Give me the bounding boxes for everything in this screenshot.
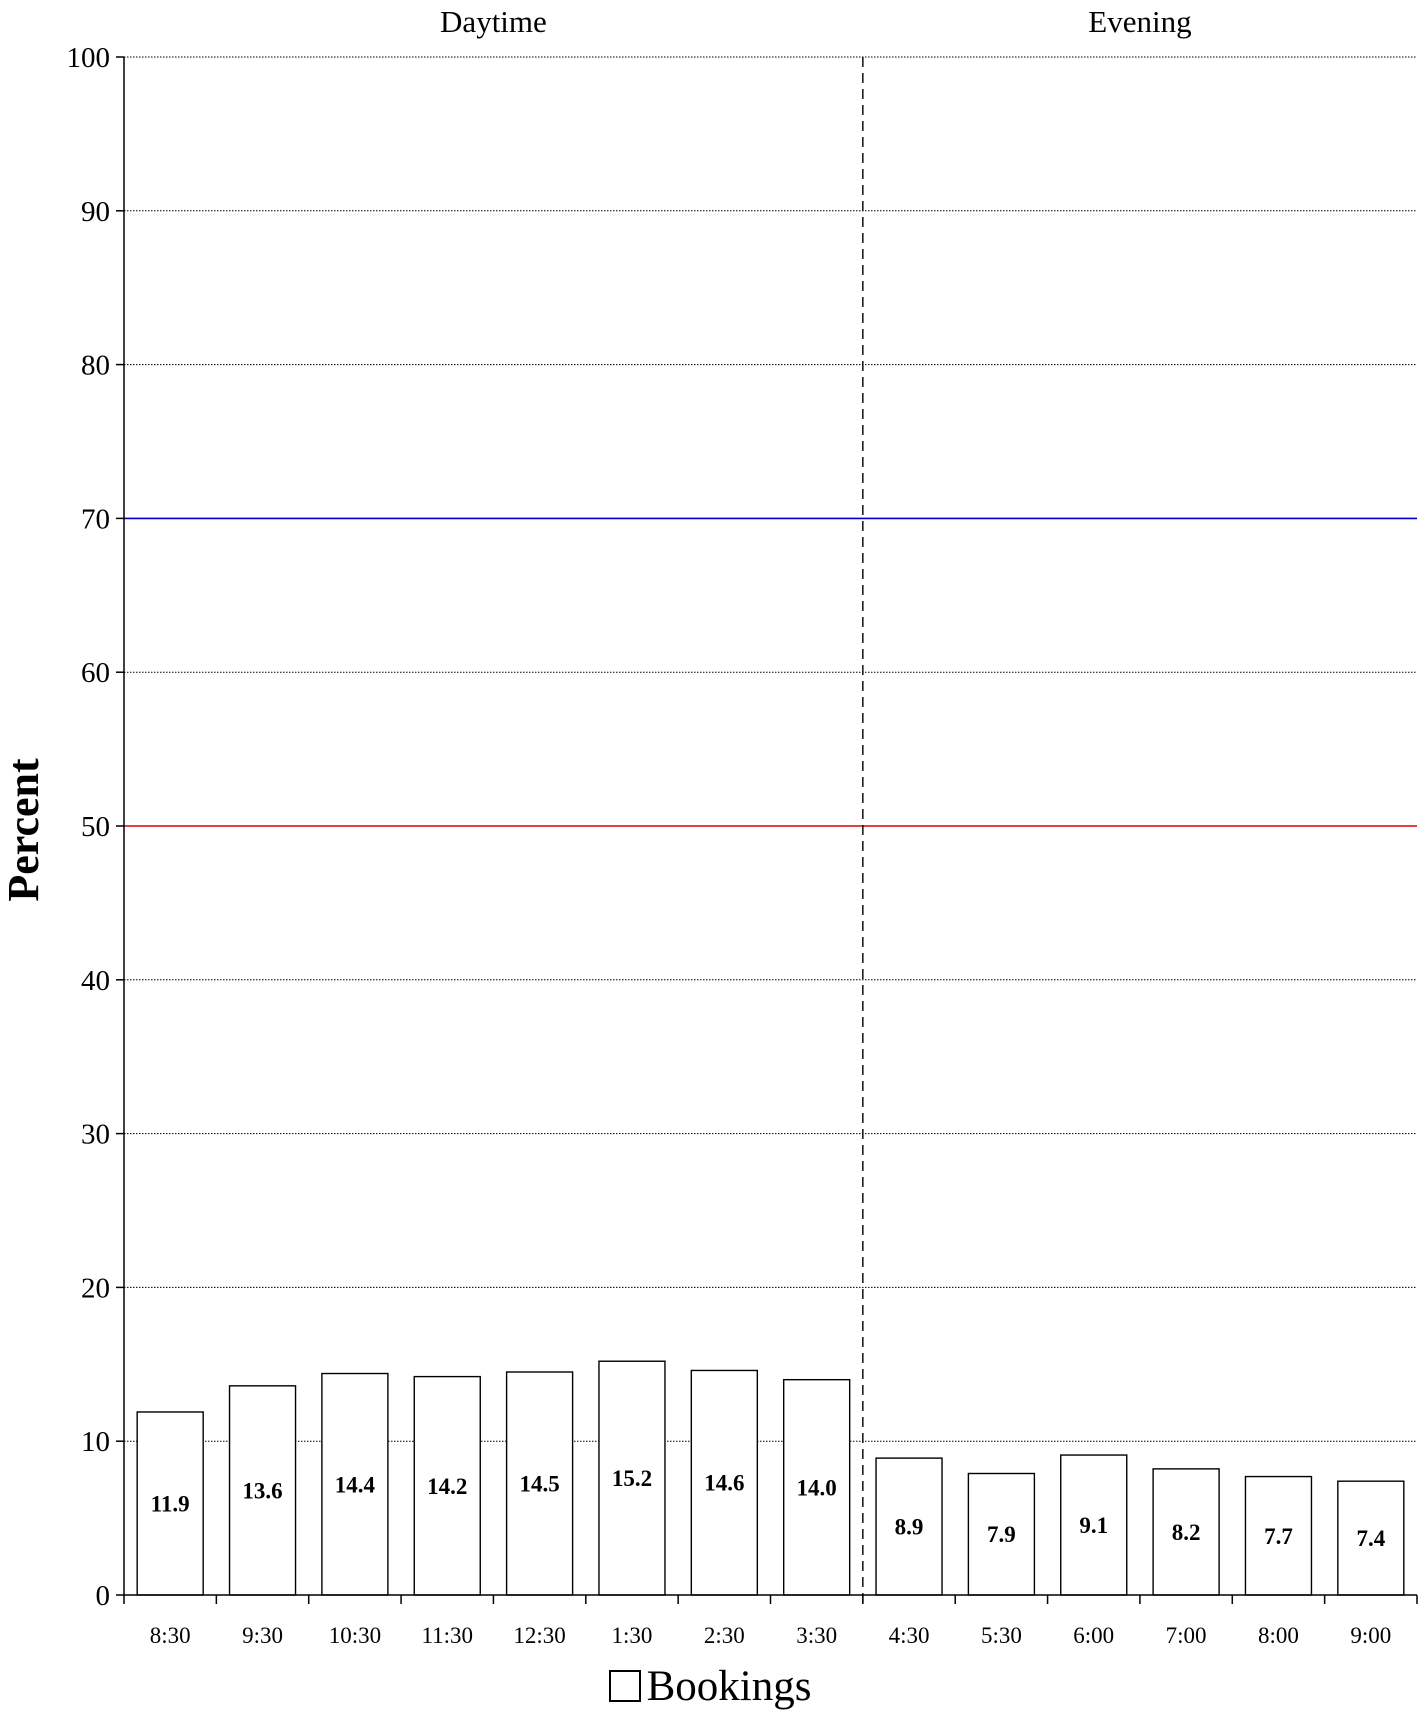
x-tick-label-0: 8:30 <box>150 1623 191 1648</box>
y-tick-label-30: 30 <box>81 1119 110 1151</box>
x-tick-label-3: 11:30 <box>421 1623 473 1648</box>
y-tick-label-80: 80 <box>81 350 110 382</box>
y-tick-label-90: 90 <box>81 196 110 228</box>
data-label-6: 14.6 <box>704 1471 744 1496</box>
bar-2 <box>321 1372 389 1596</box>
data-label-4: 14.5 <box>519 1471 559 1496</box>
y-tick-label-40: 40 <box>81 965 110 997</box>
data-label-3: 14.2 <box>427 1474 467 1499</box>
x-tick-label-13: 9:00 <box>1350 1623 1391 1648</box>
x-tick-label-6: 2:30 <box>704 1623 745 1648</box>
section-label-evening: Evening <box>1088 4 1191 39</box>
data-label-2: 14.4 <box>335 1472 376 1497</box>
bar-0 <box>136 1411 204 1596</box>
section-label-daytime: Daytime <box>440 4 547 39</box>
data-label-13: 7.4 <box>1356 1526 1385 1551</box>
bar-chart: 11.9 13.6 14.4 14.2 14.5 15.2 14.6 14.0 8.9 7.9 9.… <box>0 4 1418 1648</box>
x-tick-label-4: 12:30 <box>513 1623 565 1648</box>
bar-10 <box>1060 1454 1128 1596</box>
bar-11 <box>1152 1468 1220 1596</box>
data-label-10: 9.1 <box>1079 1513 1108 1538</box>
legend: Bookings <box>0 1662 1420 1712</box>
data-label-5: 15.2 <box>612 1466 652 1491</box>
x-tick-label-8: 4:30 <box>889 1623 930 1648</box>
y-tick-label-10: 10 <box>81 1426 110 1458</box>
bar-9 <box>967 1472 1036 1596</box>
x-tick-label-5: 1:30 <box>612 1623 653 1648</box>
data-label-7: 14.0 <box>797 1475 837 1500</box>
data-label-12: 7.7 <box>1264 1524 1293 1549</box>
data-label-0: 11.9 <box>151 1491 190 1516</box>
x-tick-label-9: 5:30 <box>981 1623 1022 1648</box>
x-tick-label-12: 8:00 <box>1258 1623 1299 1648</box>
bar-13 <box>1337 1480 1405 1596</box>
legend-swatch-bookings <box>608 1670 641 1702</box>
bar-6 <box>690 1369 759 1596</box>
data-label-11: 8.2 <box>1172 1520 1201 1545</box>
bar-8 <box>875 1457 943 1596</box>
data-label-9: 7.9 <box>987 1522 1016 1547</box>
y-tick-label-100: 100 <box>67 42 111 74</box>
data-label-1: 13.6 <box>242 1478 282 1503</box>
bar-7 <box>782 1378 851 1596</box>
x-tick-label-1: 9:30 <box>242 1623 283 1648</box>
x-tick-label-2: 10:30 <box>329 1623 381 1648</box>
y-tick-label-20: 20 <box>81 1272 110 1304</box>
x-tick-label-7: 3:30 <box>796 1623 837 1648</box>
bar-3 <box>413 1375 481 1596</box>
bar-12 <box>1244 1475 1313 1596</box>
y-tick-label-60: 60 <box>81 657 110 689</box>
y-tick-label-50: 50 <box>81 811 110 843</box>
x-tick-label-11: 7:00 <box>1166 1623 1207 1648</box>
legend-label-bookings: Bookings <box>646 1663 812 1710</box>
bar-4 <box>505 1371 574 1596</box>
y-axis-title: Percent <box>0 758 48 902</box>
data-label-8: 8.9 <box>895 1515 924 1540</box>
y-tick-label-0: 0 <box>96 1580 111 1612</box>
bar-5 <box>598 1360 666 1596</box>
y-tick-label-70: 70 <box>81 503 110 535</box>
x-tick-label-10: 6:00 <box>1073 1623 1114 1648</box>
